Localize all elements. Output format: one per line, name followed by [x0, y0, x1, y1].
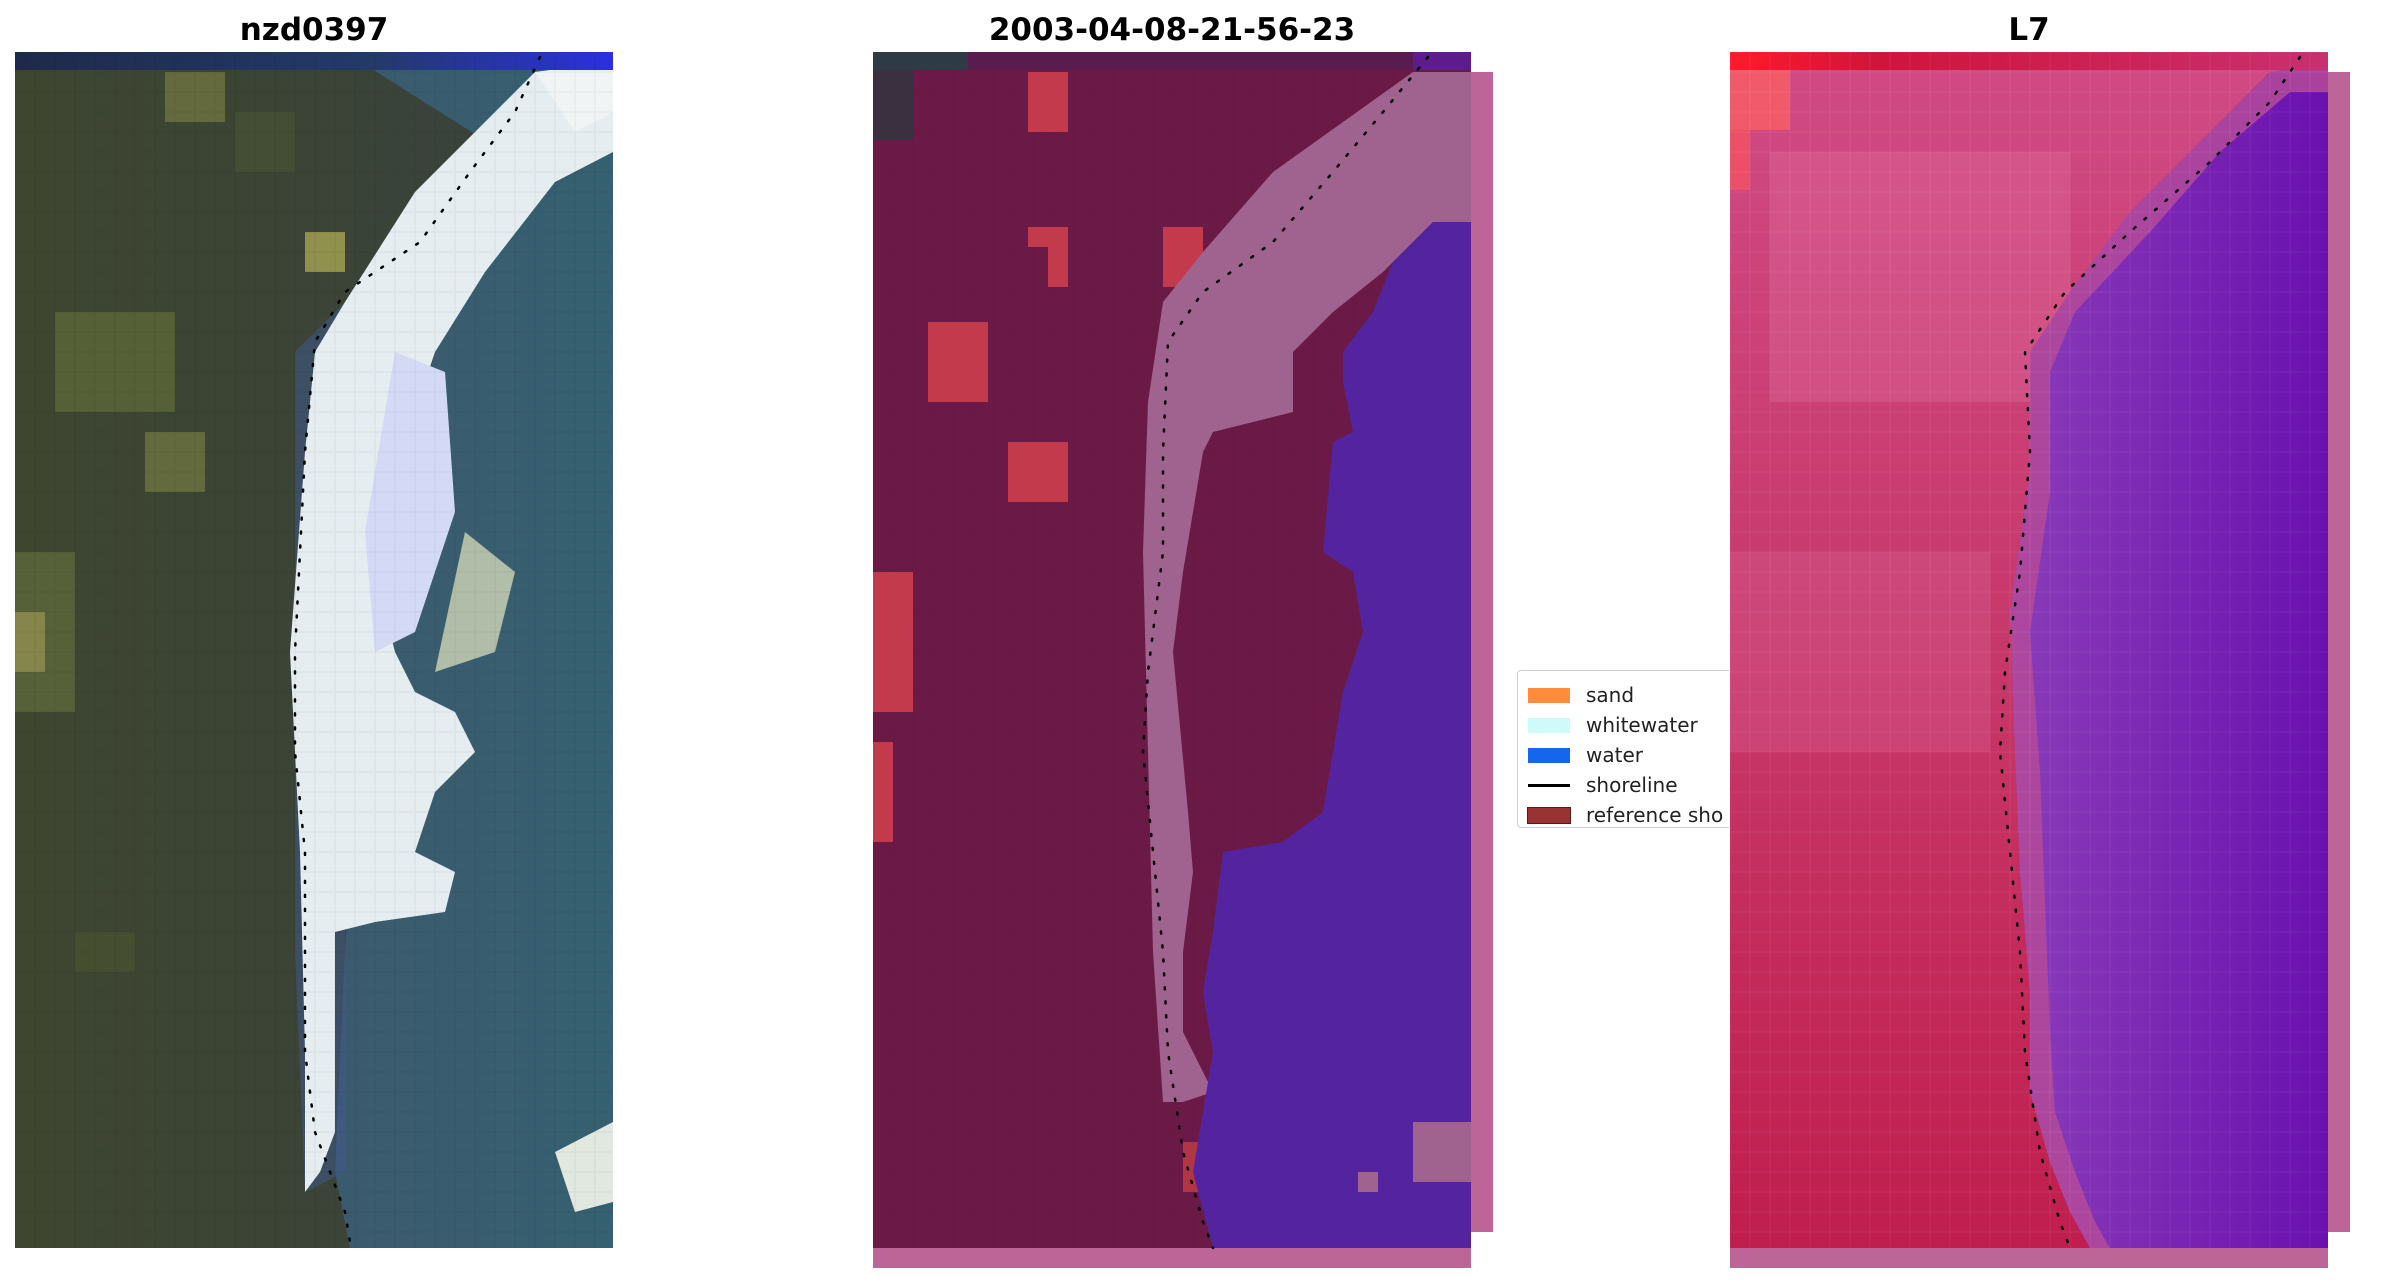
legend-swatch-reference-shoreline [1527, 806, 1571, 824]
legend-line-shoreline [1528, 783, 1570, 787]
legend-item-reference-shoreline: reference sho [1527, 801, 1724, 827]
legend-label: sand [1586, 683, 1635, 707]
rgb-satellite-image [15, 52, 613, 1248]
legend: sand whitewater water shoreline referenc… [1517, 670, 1729, 828]
legend-item-sand: sand [1528, 681, 1634, 709]
legend-item-water: water [1528, 741, 1643, 769]
legend-swatch-water [1528, 747, 1570, 763]
legend-item-whitewater: whitewater [1528, 711, 1698, 739]
legend-label: shoreline [1586, 773, 1678, 797]
panel-title-rgb: nzd0397 [239, 12, 389, 48]
legend-label: water [1586, 743, 1643, 767]
panel-title-index: L7 [2008, 12, 2050, 48]
panel-title-classified: 2003-04-08-21-56-23 [988, 12, 1356, 48]
legend-swatch-whitewater [1528, 717, 1570, 733]
legend-item-shoreline: shoreline [1528, 771, 1678, 799]
legend-label: whitewater [1586, 713, 1698, 737]
index-image [1730, 52, 2350, 1269]
legend-label: reference sho [1586, 803, 1724, 827]
legend-swatch-sand [1528, 687, 1570, 703]
classified-image [873, 52, 1493, 1269]
